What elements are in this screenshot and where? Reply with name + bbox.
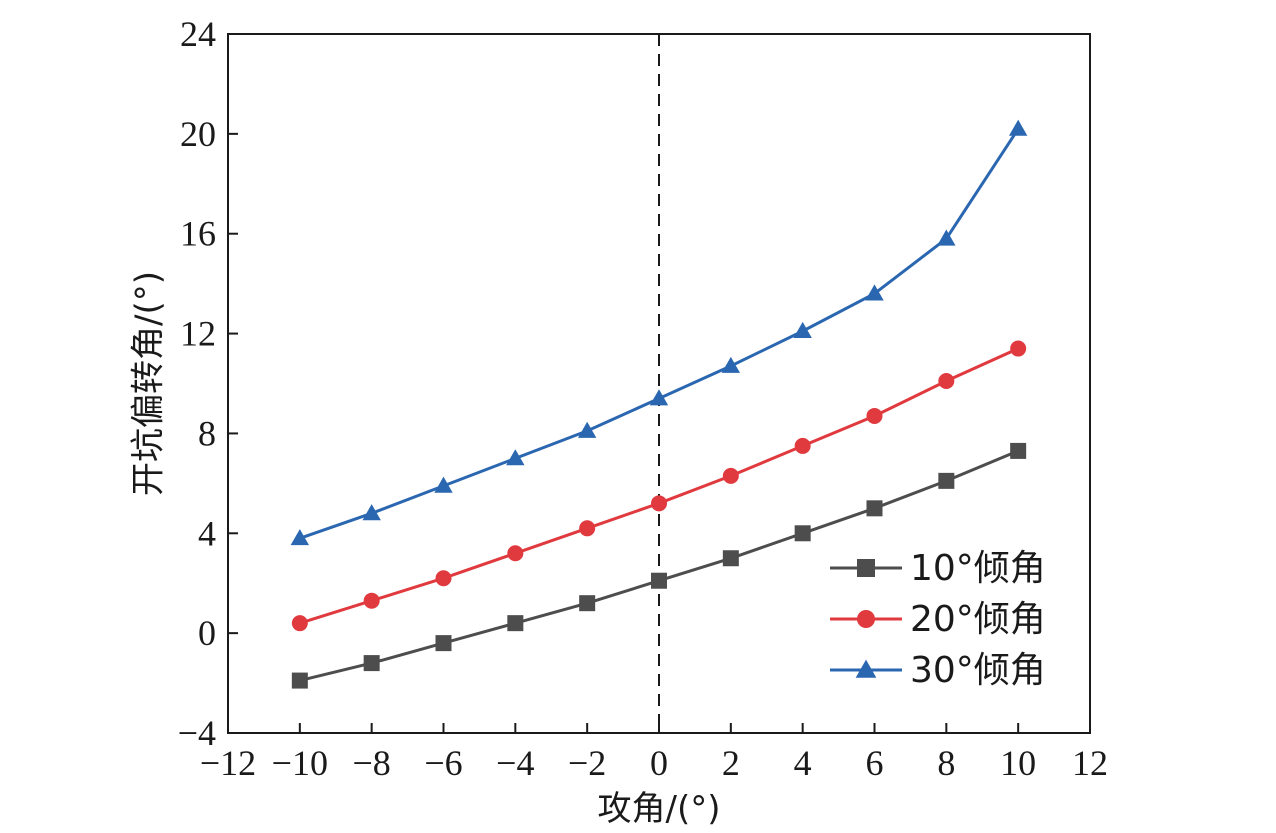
y-tick-label: −4 <box>178 713 216 753</box>
y-tick-label: 24 <box>180 14 216 54</box>
series-2-point <box>507 545 524 562</box>
series-3-point <box>290 529 310 546</box>
legend: 10°倾角 20°倾角 30°倾角 <box>830 548 1046 691</box>
y-axis-title: 开坑偏转角/(°) <box>129 271 169 496</box>
series-2-point <box>866 407 883 424</box>
x-axis-title: 攻角/(°) <box>598 789 721 829</box>
series-1-point <box>507 615 524 632</box>
legend-marker <box>855 659 877 678</box>
series-3-point <box>865 284 884 301</box>
series-1-point <box>363 655 380 672</box>
y-tick-label: 12 <box>180 314 216 354</box>
series-1-point <box>794 525 811 542</box>
x-tick-label: 0 <box>650 743 668 783</box>
series-3-point <box>649 389 669 406</box>
series-2-point <box>435 570 452 587</box>
series-3-point <box>434 476 453 493</box>
y-tick-label: 8 <box>198 413 216 453</box>
series-1-point <box>938 472 955 489</box>
x-tick-label: 10 <box>1000 743 1036 783</box>
series-1-point <box>1010 442 1027 459</box>
x-tick-label: 8 <box>937 743 955 783</box>
y-tick-label: 4 <box>198 513 216 553</box>
series-2-point <box>291 615 308 632</box>
series-2-point <box>651 495 667 512</box>
series-1-point <box>722 550 739 567</box>
series-layer <box>290 119 1028 689</box>
series-3-point <box>793 321 812 338</box>
series-2-point <box>794 437 811 454</box>
legend-marker <box>857 559 875 577</box>
series-2-point <box>579 520 596 537</box>
series-3-point <box>506 449 525 466</box>
legend-entry-3: 30°倾角 <box>830 650 1046 691</box>
series-3-point <box>577 421 597 438</box>
series-1-point <box>579 595 596 612</box>
x-tick-label: 6 <box>866 743 884 783</box>
series-1 <box>291 442 1027 689</box>
x-tick-label: −4 <box>496 743 534 783</box>
series-2-point <box>1010 340 1027 357</box>
series-1-point <box>435 635 452 652</box>
y-tick-label: 20 <box>180 114 216 154</box>
x-tick-label: −6 <box>424 743 462 783</box>
series-2 <box>291 340 1027 632</box>
x-tick-label: −8 <box>353 743 391 783</box>
legend-entry-2: 20°倾角 <box>830 599 1046 640</box>
series-2-point <box>363 592 380 609</box>
x-tick-label: −10 <box>272 743 328 783</box>
series-3-point <box>721 356 741 373</box>
series-3-point <box>937 229 956 246</box>
legend-label: 20°倾角 <box>910 599 1046 640</box>
series-2-point <box>938 373 955 390</box>
series-1-point <box>866 500 883 517</box>
series-2-point <box>722 467 739 484</box>
x-tick-label: 4 <box>794 743 812 783</box>
legend-label: 10°倾角 <box>910 548 1046 589</box>
x-tick-label: 12 <box>1072 743 1108 783</box>
series-3-point <box>362 504 381 521</box>
x-tick-label: 2 <box>722 743 740 783</box>
series-3 <box>290 119 1028 546</box>
y-tick-label: 16 <box>180 214 216 254</box>
legend-label: 30°倾角 <box>910 650 1046 691</box>
x-tick-label: −2 <box>568 743 606 783</box>
series-1-point <box>291 672 308 689</box>
legend-entry-1: 10°倾角 <box>830 548 1046 589</box>
series-1-point <box>651 572 667 589</box>
series-3-point <box>1008 119 1028 136</box>
y-tick-label: 0 <box>198 613 216 653</box>
x-tick-label: −12 <box>200 743 256 783</box>
legend-marker <box>857 610 875 628</box>
